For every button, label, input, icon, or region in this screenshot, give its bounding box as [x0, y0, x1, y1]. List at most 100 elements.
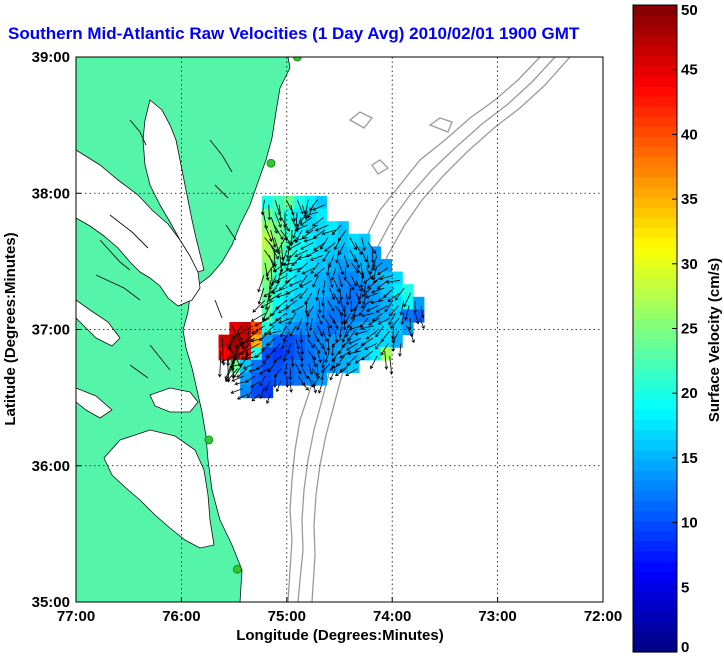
velocity-arrow: [226, 368, 239, 382]
colorbar-step: [633, 581, 677, 592]
velocity-arrow-head: [250, 384, 254, 388]
velocity-arrow: [266, 338, 276, 346]
velocity-arrow: [384, 300, 394, 312]
heatmap-cell: [283, 359, 295, 374]
velocity-arrow-head: [330, 276, 335, 281]
velocity-arrow: [295, 363, 302, 374]
velocity-arrow: [265, 292, 270, 310]
heatmap-cell: [240, 359, 252, 374]
velocity-arrow-head: [384, 308, 388, 313]
velocity-arrow: [262, 312, 276, 321]
velocity-arrow: [327, 325, 331, 338]
colorbar-step: [633, 136, 677, 148]
velocity-arrow: [247, 388, 254, 398]
velocity-arrow-head: [388, 312, 393, 317]
heatmap-cell: [250, 334, 263, 348]
velocity-arrow: [312, 217, 325, 227]
velocity-arrow-head: [279, 269, 284, 273]
heatmap-cell: [283, 195, 295, 210]
velocity-arrow-head: [248, 369, 252, 373]
velocity-arrow: [272, 343, 281, 352]
velocity-arrow-head: [284, 279, 289, 284]
velocity-arrow: [361, 287, 372, 297]
heatmap-cell: [261, 322, 274, 336]
velocity-arrow: [383, 287, 395, 298]
velocity-arrow: [392, 338, 395, 352]
velocity-arrow-head: [354, 348, 359, 352]
velocity-arrow-head: [321, 315, 326, 319]
velocity-arrow-head: [263, 331, 268, 336]
colorbar-step: [633, 116, 677, 127]
velocity-arrow: [389, 355, 393, 375]
velocity-arrow: [287, 242, 291, 259]
velocity-arrow: [328, 255, 335, 268]
velocity-arrow: [237, 368, 248, 378]
heatmap-cell: [337, 271, 349, 285]
heatmap-cell: [326, 284, 338, 298]
heatmap-cell: [272, 233, 284, 247]
heatmap-cell: [283, 334, 295, 348]
velocity-arrow-head: [344, 320, 348, 325]
heatmap-cell: [294, 284, 306, 298]
velocity-arrow: [262, 212, 268, 229]
velocity-arrow-head: [231, 378, 236, 382]
velocity-arrow: [290, 204, 295, 222]
velocity-arrow-head: [274, 373, 278, 378]
velocity-arrow-head: [319, 321, 323, 325]
velocity-arrow-head: [297, 256, 301, 261]
velocity-arrow: [350, 275, 357, 287]
velocity-arrow: [321, 363, 331, 373]
heatmap-cell: [304, 309, 317, 323]
velocity-arrow: [288, 242, 302, 251]
velocity-arrow: [349, 237, 357, 250]
velocity-arrow-head: [236, 396, 241, 400]
heatmap-cell: [413, 296, 425, 311]
velocity-arrow: [324, 317, 332, 329]
heatmap-cell: [369, 309, 382, 323]
velocity-arrow-head: [274, 230, 278, 234]
y-tick-label: 39:00: [32, 49, 70, 66]
velocity-arrow-head: [289, 332, 294, 337]
velocity-arrow: [361, 250, 368, 262]
velocity-arrow-head: [375, 333, 379, 338]
x-tick-label: 76:00: [162, 608, 200, 625]
velocity-arrow: [355, 280, 362, 292]
velocity-arrow-head: [290, 211, 295, 216]
velocity-arrow: [361, 350, 374, 360]
heatmap-cell: [272, 322, 284, 336]
velocity-arrow-head: [304, 310, 309, 315]
velocity-arrow-head: [289, 242, 294, 247]
velocity-arrow: [280, 242, 284, 260]
heatmap-cell: [337, 309, 349, 323]
heatmap-cell: [304, 296, 317, 311]
velocity-arrow: [306, 249, 319, 257]
colorbar-step: [633, 126, 677, 138]
velocity-arrow-head: [398, 353, 402, 357]
y-axis-label: Latitude (Degrees:Minutes): [2, 232, 19, 425]
velocity-arrow: [289, 280, 303, 287]
velocity-arrow-head: [267, 368, 272, 373]
heatmap-cell: [250, 385, 263, 399]
velocity-arrow-head: [327, 334, 332, 338]
colorbar-step: [633, 490, 677, 501]
heatmap-cell: [304, 258, 317, 273]
velocity-arrow: [282, 262, 298, 266]
velocity-arrow-head: [346, 361, 351, 366]
velocity-arrow: [346, 355, 357, 365]
velocity-arrow: [332, 355, 336, 369]
heatmap-cell: [369, 271, 382, 285]
colorbar-tick-label: 30: [681, 256, 698, 273]
heatmap-cell: [348, 258, 360, 273]
velocity-arrow-head: [352, 313, 357, 318]
velocity-arrow: [300, 280, 312, 288]
velocity-arrow: [294, 249, 308, 257]
velocity-arrow: [284, 224, 287, 241]
velocity-arrow-head: [362, 247, 366, 252]
velocity-arrow-head: [257, 301, 262, 305]
velocity-arrow-head: [294, 253, 299, 258]
velocity-arrow: [254, 350, 264, 358]
velocity-arrow: [368, 317, 380, 326]
x-tick-label: 72:00: [584, 608, 622, 625]
heatmap-cell: [326, 258, 338, 273]
